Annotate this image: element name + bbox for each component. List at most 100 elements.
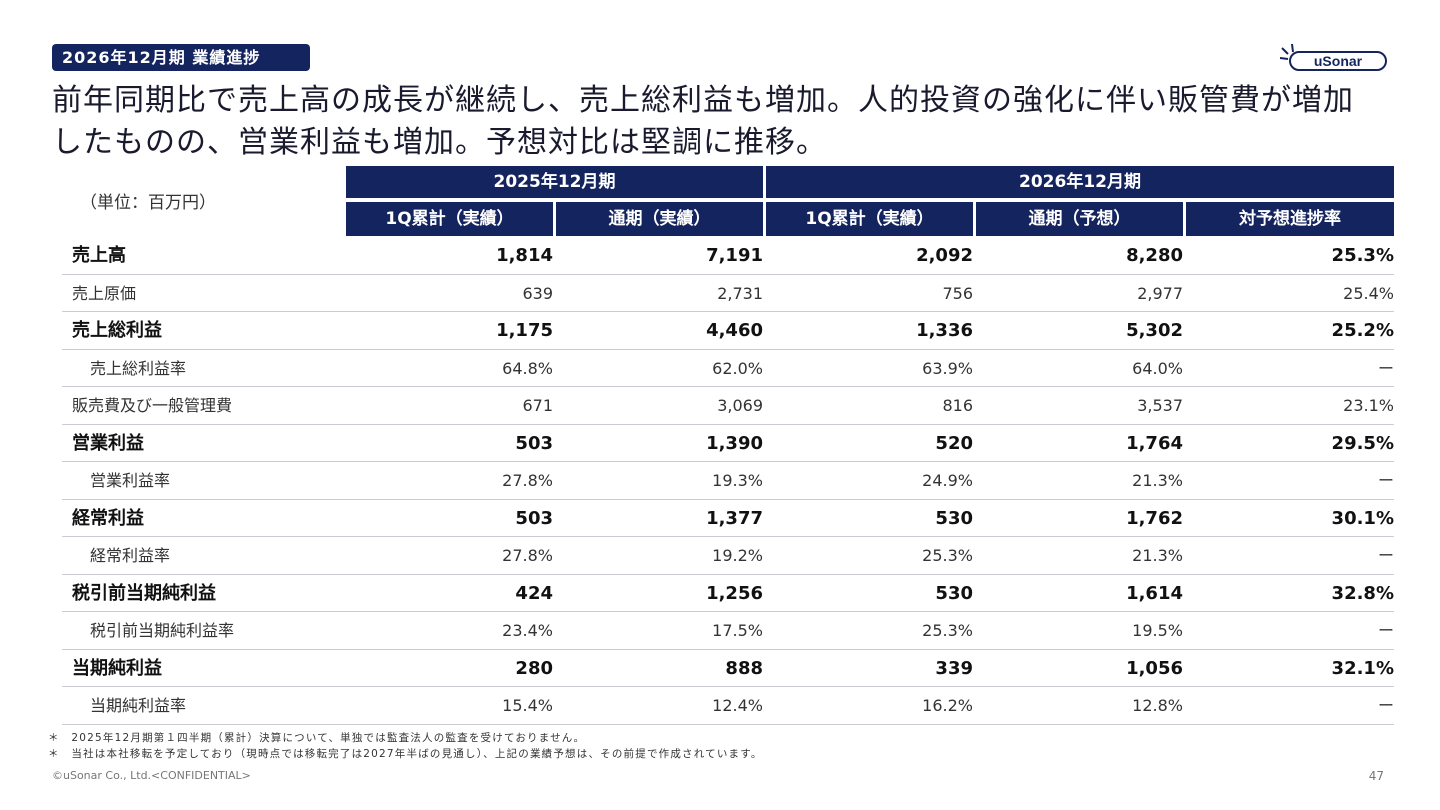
row-label: 売上原価 bbox=[72, 283, 137, 303]
table-cell: 4,460 bbox=[706, 320, 763, 341]
row-label: 税引前当期純利益 bbox=[72, 582, 216, 604]
table-cell: 27.8% bbox=[502, 471, 553, 490]
col-header-2025-full: 通期（実績） bbox=[556, 202, 763, 236]
table-cell: 5,302 bbox=[1126, 320, 1183, 341]
table-row: 売上総利益率 64.8% 62.0% 63.9% 64.0% ー bbox=[62, 350, 1394, 387]
headline-line-2: したものの、営業利益も増加。予想対比は堅調に推移。 bbox=[52, 125, 827, 160]
col-header-2026-1q: 1Q累計（実績） bbox=[766, 202, 973, 236]
table-cell: 62.0% bbox=[712, 358, 763, 378]
table-cell: 1,056 bbox=[1126, 657, 1183, 679]
table-cell: 19.3% bbox=[712, 471, 763, 490]
table-cell: 530 bbox=[935, 582, 973, 604]
table-cell: 16.2% bbox=[922, 696, 973, 715]
table-cell: 671 bbox=[522, 396, 553, 415]
col-header-2025-1q: 1Q累計（実績） bbox=[346, 202, 553, 236]
table-cell: 3,537 bbox=[1137, 396, 1183, 415]
table-cell: 280 bbox=[515, 657, 553, 679]
table-row: 営業利益率 27.8% 19.3% 24.9% 21.3% ー bbox=[62, 462, 1394, 500]
unit-label: （単位：百万円） bbox=[80, 193, 216, 213]
col-header-progress: 対予想進捗率 bbox=[1186, 202, 1394, 236]
table-cell: 1,175 bbox=[496, 320, 553, 341]
table-cell: 424 bbox=[515, 582, 553, 604]
table-cell: 25.2% bbox=[1331, 320, 1394, 341]
table-cell: 27.8% bbox=[502, 546, 553, 565]
headline: 前年同期比で売上高の成長が継続し、売上総利益も増加。人的投資の強化に伴い販管費が… bbox=[52, 80, 1412, 164]
table-cell: 29.5% bbox=[1331, 432, 1394, 454]
table-cell: 530 bbox=[935, 507, 973, 529]
table-row: 経常利益率 27.8% 19.2% 25.3% 21.3% ー bbox=[62, 537, 1394, 575]
row-label: 税引前当期純利益率 bbox=[90, 621, 235, 640]
table-cell: 816 bbox=[942, 396, 973, 415]
table-row: 売上総利益 1,175 4,460 1,336 5,302 25.2% bbox=[62, 312, 1394, 350]
table-cell: 19.5% bbox=[1132, 621, 1183, 640]
table-cell: 2,092 bbox=[916, 245, 973, 266]
table-row: 経常利益 503 1,377 530 1,762 30.1% bbox=[62, 500, 1394, 537]
table-cell: 2,731 bbox=[717, 283, 763, 303]
row-label: 売上総利益 bbox=[72, 320, 162, 341]
table-cell: 1,814 bbox=[496, 245, 553, 266]
table-cell: 8,280 bbox=[1126, 245, 1183, 266]
table-row: 営業利益 503 1,390 520 1,764 29.5% bbox=[62, 425, 1394, 462]
table-cell: 21.3% bbox=[1132, 471, 1183, 490]
table-cell: 12.4% bbox=[712, 696, 763, 715]
table-row: 売上高 1,814 7,191 2,092 8,280 25.3% bbox=[62, 237, 1394, 275]
footnote: ＊ 2025年12月期第１四半期（累計）決算について、単独では監査法人の監査を受… bbox=[48, 732, 586, 744]
page-number: 47 bbox=[1368, 769, 1384, 783]
row-label: 経常利益 bbox=[72, 507, 144, 529]
usonar-logo: uSonar bbox=[1280, 44, 1387, 71]
table-cell: 17.5% bbox=[712, 621, 763, 640]
table-cell: 1,390 bbox=[706, 432, 763, 454]
row-label: 当期純利益 bbox=[72, 657, 162, 679]
table-cell: 639 bbox=[522, 283, 553, 303]
table-cell: 30.1% bbox=[1331, 507, 1394, 529]
table-cell: 64.0% bbox=[1132, 358, 1183, 378]
table-row: 売上原価 639 2,731 756 2,977 25.4% bbox=[62, 275, 1394, 312]
table-cell: 503 bbox=[515, 507, 553, 529]
table-cell: 2,977 bbox=[1137, 283, 1183, 303]
table-cell: 25.3% bbox=[922, 621, 973, 640]
table-cell: 32.8% bbox=[1331, 582, 1394, 604]
table-row: 当期純利益 280 888 339 1,056 32.1% bbox=[62, 650, 1394, 687]
table-cell: 888 bbox=[725, 657, 763, 679]
row-label: 営業利益 bbox=[72, 432, 144, 454]
row-label: 売上高 bbox=[72, 245, 126, 266]
table-cell: 23.1% bbox=[1343, 396, 1394, 415]
table-cell: ー bbox=[1377, 696, 1394, 715]
table-cell: 19.2% bbox=[712, 546, 763, 565]
table-cell: 21.3% bbox=[1132, 546, 1183, 565]
row-label: 当期純利益率 bbox=[90, 696, 187, 715]
table-cell: 520 bbox=[935, 432, 973, 454]
table-cell: 756 bbox=[942, 283, 973, 303]
table-cell: 1,256 bbox=[706, 582, 763, 604]
table-cell: 503 bbox=[515, 432, 553, 454]
table-cell: 12.8% bbox=[1132, 696, 1183, 715]
table-cell: 7,191 bbox=[706, 245, 763, 266]
row-label: 経常利益率 bbox=[90, 546, 171, 565]
table-cell: 23.4% bbox=[502, 621, 553, 640]
row-label: 営業利益率 bbox=[90, 471, 171, 490]
table-cell: ー bbox=[1377, 471, 1394, 490]
table-cell: ー bbox=[1377, 546, 1394, 565]
table-cell: 339 bbox=[935, 657, 973, 679]
table-cell: 24.9% bbox=[922, 471, 973, 490]
table-cell: 1,377 bbox=[706, 507, 763, 529]
table-cell: 1,764 bbox=[1126, 432, 1183, 454]
table-cell: 25.3% bbox=[1331, 245, 1394, 266]
table-row: 当期純利益率 15.4% 12.4% 16.2% 12.8% ー bbox=[62, 687, 1394, 725]
col-header-2026-forecast: 通期（予想） bbox=[976, 202, 1183, 236]
table-cell: 32.1% bbox=[1331, 657, 1394, 679]
svg-text:uSonar: uSonar bbox=[1314, 53, 1363, 69]
footnotes: ＊ 2025年12月期第１四半期（累計）決算について、単独では監査法人の監査を受… bbox=[48, 730, 763, 762]
table-row: 税引前当期純利益 424 1,256 530 1,614 32.8% bbox=[62, 575, 1394, 612]
table-cell: 25.3% bbox=[922, 546, 973, 565]
table-cell: ー bbox=[1377, 621, 1394, 640]
table-cell: 63.9% bbox=[922, 358, 973, 378]
table-cell: 3,069 bbox=[717, 396, 763, 415]
table-cell: 1,614 bbox=[1126, 582, 1183, 604]
table-cell: 1,762 bbox=[1126, 507, 1183, 529]
headline-line-1: 前年同期比で売上高の成長が継続し、売上総利益も増加。人的投資の強化に伴い販管費が… bbox=[52, 83, 1354, 118]
group-header-fy2025: 2025年12月期 bbox=[346, 166, 763, 198]
table-cell: ー bbox=[1377, 358, 1394, 378]
financial-table: 売上高 1,814 7,191 2,092 8,280 25.3% 売上原価 639 2,731… bbox=[62, 237, 1394, 725]
row-label: 販売費及び一般管理費 bbox=[72, 396, 233, 415]
